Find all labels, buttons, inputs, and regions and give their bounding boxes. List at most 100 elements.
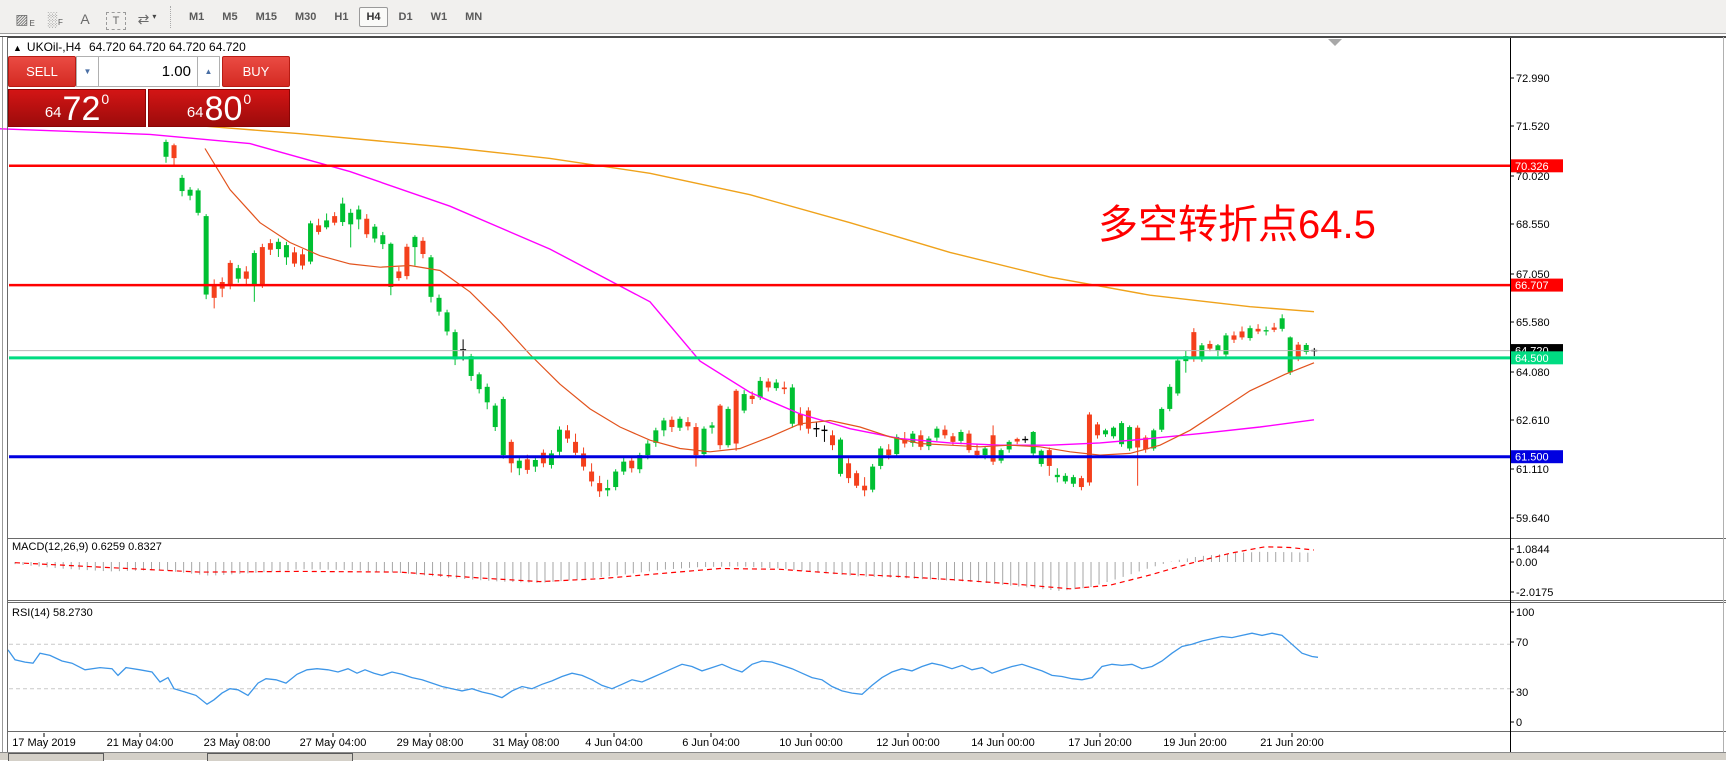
candle-body	[1014, 438, 1020, 442]
tf-button-M1[interactable]: M1	[189, 10, 205, 23]
tf-button-MN[interactable]: MN	[465, 10, 483, 23]
candles-layer	[163, 139, 1318, 497]
ma-slow-orange	[149, 121, 1315, 313]
sell-price-display[interactable]: 64 72 0	[8, 89, 146, 127]
candle-body	[725, 408, 731, 446]
candle-body	[372, 226, 378, 239]
candle-body	[1287, 337, 1293, 373]
candle-body	[653, 430, 659, 443]
ma-fast-red	[204, 148, 1315, 456]
candle-body	[958, 431, 964, 441]
svg-text:17 Jun 20:00: 17 Jun 20:00	[1068, 737, 1132, 749]
candle-body	[613, 471, 619, 488]
candle-body	[203, 216, 209, 295]
svg-text:70.020: 70.020	[1516, 171, 1550, 183]
candle-body	[412, 236, 418, 248]
grid-fibo-icon[interactable]: ░ F	[47, 11, 63, 27]
candle-body	[1119, 423, 1125, 445]
candle-body	[1199, 345, 1205, 360]
tf-button-M5[interactable]: M5	[222, 10, 238, 23]
chart-left-border	[7, 37, 8, 753]
candle-body	[733, 390, 739, 444]
chart-tab-strip[interactable]	[0, 752, 1726, 761]
toolbar: ▨ E ░ F A T ⇄ ▾ M1 M5 M15 M30 H1 H4 D1 W1 MN	[0, 0, 1726, 34]
buy-price-prefix: 64	[186, 104, 204, 121]
candle-body	[1030, 431, 1036, 454]
svg-text:70: 70	[1516, 637, 1528, 649]
ma-mid-magenta	[0, 128, 1315, 446]
candle-body	[1231, 335, 1237, 340]
candle-body	[1078, 478, 1084, 488]
candle-body	[1223, 335, 1229, 355]
one-click-trading-panel: SELL ▼ 1.00 ▲ BUY 64 72 0 64 80 0	[8, 56, 292, 127]
svg-text:67.050: 67.050	[1516, 269, 1550, 281]
svg-text:64.500: 64.500	[1515, 353, 1549, 365]
candle-body	[1103, 430, 1109, 435]
tf-button-H4[interactable]: H4	[359, 6, 388, 27]
candle-body	[556, 429, 562, 452]
toolbar-icons: ▨ E ░ F A T ⇄ ▾	[10, 3, 162, 30]
candle-body	[195, 190, 201, 213]
rsi-line	[7, 632, 1319, 705]
dropdown-caret-icon[interactable]: ▾	[152, 11, 157, 21]
svg-text:62.610: 62.610	[1516, 415, 1550, 427]
sell-price-prefix: 64	[44, 104, 62, 121]
tf-button-W1[interactable]: W1	[430, 10, 448, 23]
candle-body	[693, 427, 699, 456]
svg-text:100: 100	[1516, 607, 1534, 619]
sell-button[interactable]: SELL	[8, 56, 76, 87]
volume-input[interactable]: 1.00	[99, 56, 197, 87]
text-label-icon[interactable]: A	[80, 11, 90, 27]
shift-marker-icon[interactable]	[1328, 39, 1342, 46]
candle-body	[420, 240, 426, 255]
chart-tab-0[interactable]	[8, 753, 104, 761]
candle-body	[267, 243, 273, 250]
price-axis: 72.990 71.520 70.020 68.550 67.050 65.580 64.0…	[1510, 73, 1563, 729]
chart-tab-1[interactable]	[207, 753, 353, 761]
candle-body	[171, 145, 177, 159]
candle-body	[476, 374, 482, 390]
volume-decrease-button[interactable]: ▼	[76, 56, 99, 87]
volume-increase-button[interactable]: ▲	[197, 56, 220, 87]
candle-body	[275, 241, 281, 250]
candle-body	[468, 356, 474, 376]
chart-top-border	[0, 36, 1726, 37]
tf-button-D1[interactable]: D1	[398, 10, 413, 23]
candle-body	[364, 218, 370, 235]
candle-body	[235, 268, 241, 279]
candle-body	[308, 223, 314, 262]
candle-body	[621, 461, 627, 472]
candle-body	[846, 463, 852, 479]
svg-text:10 Jun 00:00: 10 Jun 00:00	[779, 737, 843, 749]
candle-body	[380, 235, 386, 245]
candle-body	[508, 441, 514, 464]
candle-body	[661, 420, 667, 431]
candle-body	[324, 220, 330, 228]
candle-body	[348, 212, 354, 225]
candle-body	[605, 488, 611, 491]
indicators-edit-icon[interactable]: ▨ E	[15, 11, 35, 28]
candle-body	[1062, 475, 1068, 482]
svg-text:72.990: 72.990	[1516, 73, 1550, 85]
candle-body	[789, 387, 795, 424]
candle-body	[444, 312, 450, 332]
candle-body	[1239, 331, 1245, 338]
buy-price-display[interactable]: 64 80 0	[148, 89, 290, 127]
rsi-label: RSI(14) 58.2730	[12, 607, 93, 619]
text-box-icon[interactable]: T	[106, 12, 126, 30]
cycle-arrows-icon[interactable]: ⇄ ▾	[137, 11, 157, 27]
macd-signal-line	[14, 546, 1315, 590]
tf-button-H1[interactable]: H1	[334, 10, 349, 23]
candle-body	[1271, 327, 1277, 330]
candle-body	[990, 435, 996, 462]
candle-body	[573, 441, 579, 453]
tf-button-M15[interactable]: M15	[255, 10, 277, 23]
buy-button[interactable]: BUY	[222, 56, 290, 87]
candle-body	[300, 254, 306, 266]
tf-button-M30[interactable]: M30	[294, 10, 317, 23]
candle-body	[741, 394, 747, 411]
candle-body	[757, 380, 763, 398]
collapse-triangle-icon[interactable]: ▲	[13, 43, 22, 53]
candle-body	[532, 460, 538, 467]
